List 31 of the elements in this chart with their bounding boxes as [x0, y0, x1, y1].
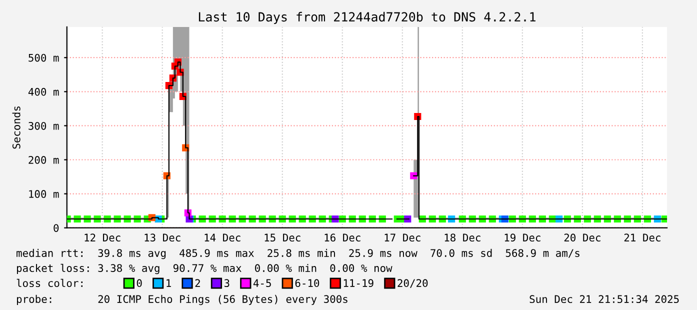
- x-tick-label: 21 Dec: [624, 234, 660, 242]
- x-tick-label: 14 Dec: [204, 234, 240, 242]
- legend-label: 6-10: [295, 279, 320, 288]
- y-tick-label: 100 m: [29, 190, 59, 198]
- text: median rtt: 39.8 ms avg 485.9 ms max 25.8 ms min 25.9 ms now 70.0 ms sd 568.9 m am/s: [16, 248, 580, 260]
- text: packet loss: 3.38 % avg 90.77 % max 0.00 % min 0.00 % now: [17, 264, 392, 274]
- x-tick-label: 13 Dec: [144, 234, 180, 242]
- y-tick-label: 400 m: [28, 88, 59, 96]
- y-tick-label: 200 m: [28, 156, 59, 164]
- legend-label: 20/20: [398, 279, 428, 288]
- legend-label: 1: [166, 279, 171, 287]
- x-tick-label: 16 Dec: [324, 234, 360, 242]
- x-tick-label: 19 Dec: [504, 234, 540, 242]
- legend-label: 11-19: [344, 279, 374, 288]
- text: probe: 20 ICMP Echo Pings (56 Bytes) every 300s: [17, 294, 348, 306]
- y-axis-title: Seconds: [12, 106, 20, 149]
- y-tick-label: 300 m: [28, 122, 59, 130]
- legend-label: 2: [195, 279, 200, 287]
- chart-title: Last 10 Days from 21244ad7720b to DNS 4.2.2.1: [198, 12, 536, 24]
- x-tick-label: 15 Dec: [264, 234, 300, 242]
- legend-title: loss color:: [16, 278, 83, 288]
- x-tick-label: 18 Dec: [444, 234, 480, 242]
- y-tick-label: 500 m: [28, 54, 59, 62]
- legend-label: 3: [224, 279, 230, 288]
- x-tick-label: 20 Dec: [564, 234, 600, 242]
- y-tick-label: 0: [54, 224, 59, 232]
- legend-label: 0: [136, 279, 142, 288]
- x-tick-label: 12 Dec: [84, 234, 120, 242]
- x-tick-label: 17 Dec: [384, 234, 420, 242]
- text: Sun Dec 21 21:51:34 2025: [530, 295, 679, 304]
- legend-label: 4-5: [253, 279, 271, 288]
